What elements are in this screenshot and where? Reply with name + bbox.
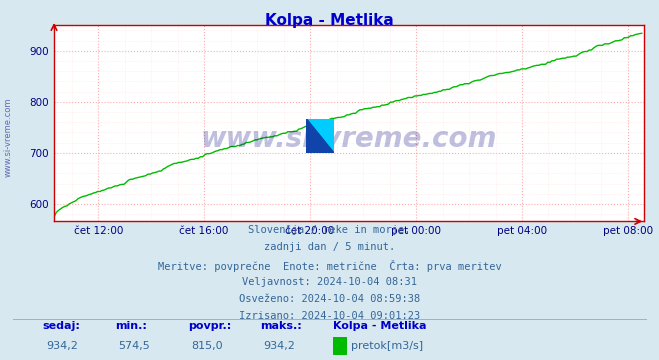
Polygon shape <box>306 119 334 153</box>
Text: min.:: min.: <box>115 321 147 331</box>
Text: www.si-vreme.com: www.si-vreme.com <box>201 125 497 153</box>
Text: Izrisano: 2024-10-04 09:01:23: Izrisano: 2024-10-04 09:01:23 <box>239 311 420 321</box>
Text: www.si-vreme.com: www.si-vreme.com <box>4 97 13 176</box>
Text: zadnji dan / 5 minut.: zadnji dan / 5 minut. <box>264 242 395 252</box>
Text: Veljavnost: 2024-10-04 08:31: Veljavnost: 2024-10-04 08:31 <box>242 277 417 287</box>
Text: Osveženo: 2024-10-04 08:59:38: Osveženo: 2024-10-04 08:59:38 <box>239 294 420 304</box>
Text: povpr.:: povpr.: <box>188 321 231 331</box>
Text: Kolpa - Metlika: Kolpa - Metlika <box>333 321 426 331</box>
Text: pretok[m3/s]: pretok[m3/s] <box>351 341 423 351</box>
Text: maks.:: maks.: <box>260 321 302 331</box>
Text: 574,5: 574,5 <box>119 341 150 351</box>
Text: 815,0: 815,0 <box>191 341 223 351</box>
Polygon shape <box>306 119 334 153</box>
Text: Meritve: povprečne  Enote: metrične  Črta: prva meritev: Meritve: povprečne Enote: metrične Črta:… <box>158 260 501 271</box>
Text: Kolpa - Metlika: Kolpa - Metlika <box>265 13 394 28</box>
Text: 934,2: 934,2 <box>46 341 78 351</box>
Text: 934,2: 934,2 <box>264 341 295 351</box>
Text: sedaj:: sedaj: <box>43 321 80 331</box>
Text: Slovenija / reke in morje.: Slovenija / reke in morje. <box>248 225 411 235</box>
